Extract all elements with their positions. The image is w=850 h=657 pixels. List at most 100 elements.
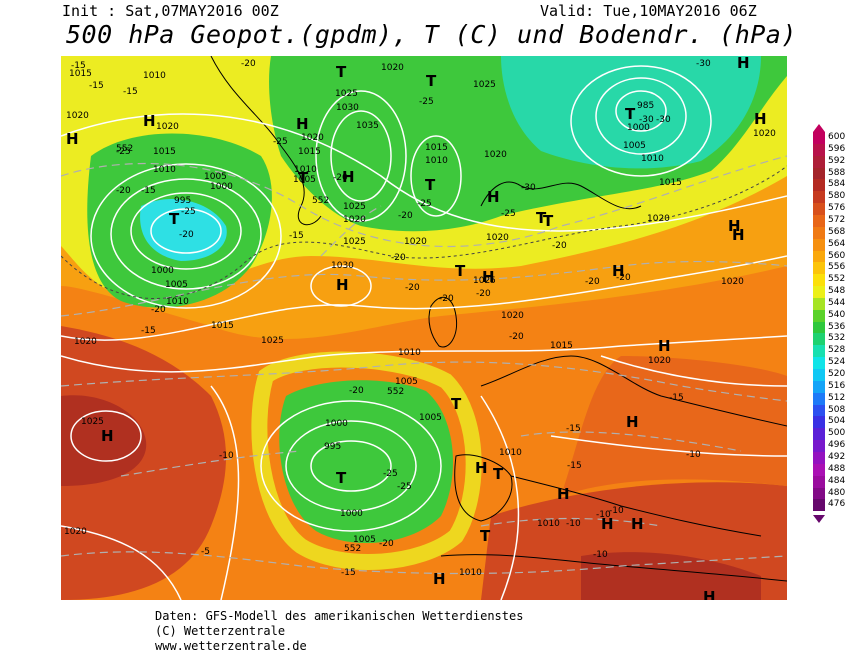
legend-swatch bbox=[813, 238, 825, 251]
field-green-iberia bbox=[279, 380, 453, 543]
legend-value: 488 bbox=[828, 463, 846, 474]
high-pressure-center: H bbox=[296, 115, 309, 133]
legend-level: 564 bbox=[813, 238, 850, 251]
geopotential-label: 552 bbox=[312, 196, 329, 206]
legend-value: 504 bbox=[828, 416, 846, 427]
legend-value: 512 bbox=[828, 392, 846, 403]
legend-level: 524 bbox=[813, 357, 850, 370]
temperature-label: -10 bbox=[593, 550, 608, 560]
high-pressure-center: H bbox=[728, 217, 741, 235]
legend-value: 532 bbox=[828, 333, 846, 344]
pressure-label: 1020 bbox=[66, 111, 89, 121]
pressure-label: 1000 bbox=[340, 509, 363, 519]
low-pressure-center: T bbox=[426, 72, 437, 90]
high-pressure-center: H bbox=[612, 262, 625, 280]
legend-swatch bbox=[813, 380, 825, 393]
legend-value: 508 bbox=[828, 404, 846, 415]
temperature-label: -20 bbox=[391, 253, 406, 263]
legend-swatch bbox=[813, 191, 825, 204]
temperature-label: -20 bbox=[439, 294, 454, 304]
temperature-label: -20 bbox=[476, 289, 491, 299]
field-red-southwest bbox=[61, 326, 226, 600]
temperature-label: -20 bbox=[552, 241, 567, 251]
pressure-label: 1000 bbox=[325, 419, 348, 429]
temperature-label: -20 bbox=[333, 173, 348, 183]
legend-level: 596 bbox=[813, 143, 850, 156]
temperature-label: -15 bbox=[669, 393, 684, 403]
legend-value: 528 bbox=[828, 345, 846, 356]
legend-value: 552 bbox=[828, 274, 846, 285]
temperature-label: -20 bbox=[616, 273, 631, 283]
legend-swatch bbox=[813, 475, 825, 488]
temperature-label: -25 bbox=[383, 469, 398, 479]
legend-value: 592 bbox=[828, 155, 846, 166]
low-pressure-center: T bbox=[298, 169, 309, 187]
legend-value: 556 bbox=[828, 262, 846, 273]
pressure-label: 985 bbox=[637, 101, 654, 111]
pressure-label: 1030 bbox=[336, 103, 359, 113]
legend-value: 568 bbox=[828, 226, 846, 237]
legend-value: 596 bbox=[828, 143, 846, 154]
field-red-dark-southeast bbox=[581, 552, 761, 600]
legend-swatch bbox=[813, 226, 825, 239]
high-pressure-center: H bbox=[601, 515, 614, 533]
temperature-label: -15 bbox=[89, 81, 104, 91]
coastline-scandinavia bbox=[480, 181, 642, 210]
legend-level: 592 bbox=[813, 155, 850, 168]
legend-value: 564 bbox=[828, 238, 846, 249]
legend-swatch bbox=[813, 440, 825, 453]
legend-level: 476 bbox=[813, 499, 850, 512]
legend-level: 576 bbox=[813, 203, 850, 216]
pressure-label: 1015 bbox=[153, 147, 176, 157]
footer-copyright: (C) Wetterzentrale bbox=[155, 624, 286, 638]
legend-swatch bbox=[813, 321, 825, 334]
pressure-label: 1010 bbox=[425, 156, 448, 166]
low-pressure-center: T bbox=[451, 395, 462, 413]
legend-swatch bbox=[813, 345, 825, 358]
pressure-label: 1020 bbox=[301, 133, 324, 143]
high-pressure-center: H bbox=[143, 112, 156, 130]
legend-swatch bbox=[813, 274, 825, 287]
legend-swatch bbox=[813, 392, 825, 405]
pressure-label: 1015 bbox=[425, 143, 448, 153]
pressure-label: 1020 bbox=[721, 277, 744, 287]
low-pressure-center: T bbox=[536, 209, 547, 227]
pressure-label: 1020 bbox=[381, 63, 404, 73]
legend-level: 560 bbox=[813, 250, 850, 263]
temperature-label: -10 bbox=[609, 506, 624, 516]
pressure-label: 1020 bbox=[501, 311, 524, 321]
legend-swatch bbox=[813, 132, 825, 144]
pressure-label: 1030 bbox=[331, 261, 354, 271]
temperature-label: -20 bbox=[405, 283, 420, 293]
field-teal-north bbox=[501, 56, 761, 169]
legend-level: 480 bbox=[813, 487, 850, 500]
temperature-label: -20 bbox=[151, 305, 166, 315]
init-time: Init : Sat,07MAY2016 00Z bbox=[62, 2, 279, 20]
geopot-552-line bbox=[61, 165, 787, 299]
coastline-iberia bbox=[454, 454, 513, 522]
pressure-label: 1035 bbox=[356, 121, 379, 131]
pressure-label: 1000 bbox=[210, 182, 233, 192]
legend-swatch bbox=[813, 155, 825, 168]
legend-level: 496 bbox=[813, 440, 850, 453]
pressure-label: 1020 bbox=[484, 150, 507, 160]
low-pressure-center: H bbox=[754, 110, 767, 128]
pressure-label: 1005 bbox=[293, 175, 316, 185]
coastline-britain bbox=[428, 296, 458, 348]
pressure-label: 1015 bbox=[69, 69, 92, 79]
low-pressure-center: T bbox=[455, 262, 466, 280]
legend-value: 548 bbox=[828, 286, 846, 297]
legend-level: 568 bbox=[813, 226, 850, 239]
pressure-label: 1010 bbox=[143, 71, 166, 81]
pressure-label: 1010 bbox=[459, 568, 482, 578]
legend-value: 600 bbox=[828, 132, 846, 142]
legend-value: 480 bbox=[828, 487, 846, 498]
legend-swatch bbox=[813, 487, 825, 500]
temperature-label: -10 bbox=[566, 519, 581, 529]
temperature-label: -30 bbox=[639, 115, 654, 125]
legend-level: 492 bbox=[813, 451, 850, 464]
temperature-label: -25 bbox=[397, 482, 412, 492]
temperature-label: -15 bbox=[289, 231, 304, 241]
legend-level: 580 bbox=[813, 191, 850, 204]
legend-value: 536 bbox=[828, 321, 846, 332]
